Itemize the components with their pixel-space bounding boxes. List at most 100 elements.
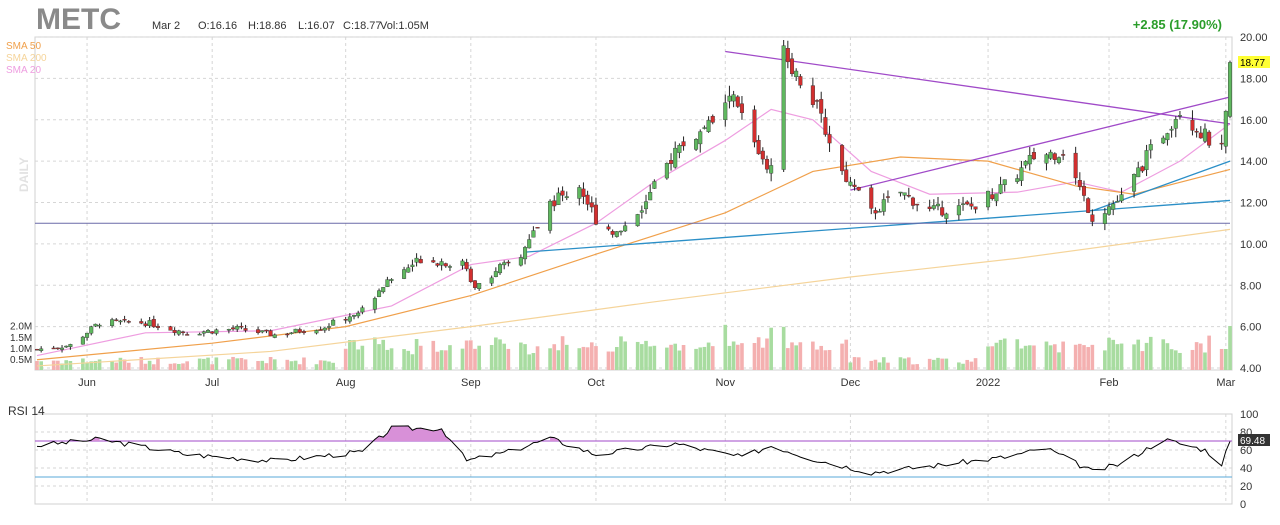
candle[interactable] xyxy=(856,186,861,192)
candle[interactable] xyxy=(343,316,348,324)
candle[interactable] xyxy=(527,234,532,249)
candle[interactable] xyxy=(1169,126,1174,138)
candle[interactable] xyxy=(1148,139,1153,159)
candle[interactable] xyxy=(552,195,557,212)
candle[interactable] xyxy=(1207,130,1212,148)
candle[interactable] xyxy=(1111,200,1116,216)
candle[interactable] xyxy=(235,324,240,332)
candle[interactable] xyxy=(610,229,615,238)
candle[interactable] xyxy=(614,231,619,238)
candle[interactable] xyxy=(885,190,890,203)
candle[interactable] xyxy=(702,125,707,130)
candle[interactable] xyxy=(1198,126,1203,139)
candle[interactable] xyxy=(1140,165,1145,173)
candle[interactable] xyxy=(769,158,774,182)
candle[interactable] xyxy=(1061,149,1066,161)
candle[interactable] xyxy=(381,287,386,294)
candle[interactable] xyxy=(402,266,407,280)
candle[interactable] xyxy=(1202,123,1207,143)
candle[interactable] xyxy=(1044,153,1049,171)
candle[interactable] xyxy=(197,332,202,336)
candle[interactable] xyxy=(443,262,448,268)
candle[interactable] xyxy=(447,264,452,272)
candle[interactable] xyxy=(1173,116,1178,138)
candle[interactable] xyxy=(848,177,853,187)
candle[interactable] xyxy=(201,330,206,337)
candle[interactable] xyxy=(798,74,803,89)
candle[interactable] xyxy=(994,193,999,207)
candle[interactable] xyxy=(147,316,152,329)
candle[interactable] xyxy=(151,315,156,328)
candle[interactable] xyxy=(414,253,419,267)
candle[interactable] xyxy=(155,323,160,331)
candle[interactable] xyxy=(973,206,978,214)
candle[interactable] xyxy=(723,94,728,127)
candle[interactable] xyxy=(460,258,465,270)
candle[interactable] xyxy=(493,267,498,278)
candle[interactable] xyxy=(502,260,507,270)
candle[interactable] xyxy=(910,196,915,210)
candle[interactable] xyxy=(239,322,244,330)
candle[interactable] xyxy=(34,348,40,351)
candle[interactable] xyxy=(506,260,511,267)
candle[interactable] xyxy=(297,327,302,334)
candle[interactable] xyxy=(1219,134,1224,150)
candle[interactable] xyxy=(406,264,411,273)
candle[interactable] xyxy=(372,296,377,314)
candle[interactable] xyxy=(1132,173,1137,198)
candle[interactable] xyxy=(1107,202,1112,216)
candle[interactable] xyxy=(869,184,874,215)
candle[interactable] xyxy=(852,179,857,191)
candle[interactable] xyxy=(644,194,649,215)
candle[interactable] xyxy=(1161,135,1166,145)
candle[interactable] xyxy=(1102,207,1107,231)
candle[interactable] xyxy=(706,116,711,133)
candle[interactable] xyxy=(322,327,327,333)
candle[interactable] xyxy=(756,135,761,155)
candle[interactable] xyxy=(489,275,494,286)
candle[interactable] xyxy=(606,224,611,231)
candle[interactable] xyxy=(873,207,878,220)
candle[interactable] xyxy=(764,155,769,174)
candle[interactable] xyxy=(698,129,703,153)
candle[interactable] xyxy=(739,96,744,120)
candle[interactable] xyxy=(93,323,98,327)
candle[interactable] xyxy=(935,196,941,211)
candle[interactable] xyxy=(1227,60,1233,119)
candle[interactable] xyxy=(581,182,586,205)
candle[interactable] xyxy=(648,184,653,201)
candle[interactable] xyxy=(80,335,85,345)
candle[interactable] xyxy=(731,90,736,108)
candle[interactable] xyxy=(385,276,390,288)
candle[interactable] xyxy=(639,205,644,219)
candle[interactable] xyxy=(535,227,540,229)
candle[interactable] xyxy=(635,213,640,227)
candle[interactable] xyxy=(669,153,674,171)
candle[interactable] xyxy=(956,199,961,221)
candle[interactable] xyxy=(118,319,123,325)
candle[interactable] xyxy=(126,320,131,324)
candle[interactable] xyxy=(477,283,482,291)
candle[interactable] xyxy=(1086,197,1091,214)
candle[interactable] xyxy=(389,278,394,284)
candle[interactable] xyxy=(785,40,790,69)
candle[interactable] xyxy=(260,330,265,334)
candle[interactable] xyxy=(352,314,357,320)
candle[interactable] xyxy=(214,328,219,336)
candle[interactable] xyxy=(331,318,336,326)
candle[interactable] xyxy=(1019,161,1024,186)
candle[interactable] xyxy=(243,324,248,333)
candle[interactable] xyxy=(944,212,949,224)
candle[interactable] xyxy=(810,77,815,108)
candle[interactable] xyxy=(823,108,828,137)
candle[interactable] xyxy=(377,288,382,298)
candle[interactable] xyxy=(268,329,273,337)
candle[interactable] xyxy=(1081,180,1087,202)
candle[interactable] xyxy=(435,262,440,268)
candle[interactable] xyxy=(472,280,477,290)
candle[interactable] xyxy=(89,325,94,336)
candle[interactable] xyxy=(819,91,824,123)
candle[interactable] xyxy=(60,345,65,353)
candle[interactable] xyxy=(1002,179,1007,192)
candle[interactable] xyxy=(752,105,757,148)
